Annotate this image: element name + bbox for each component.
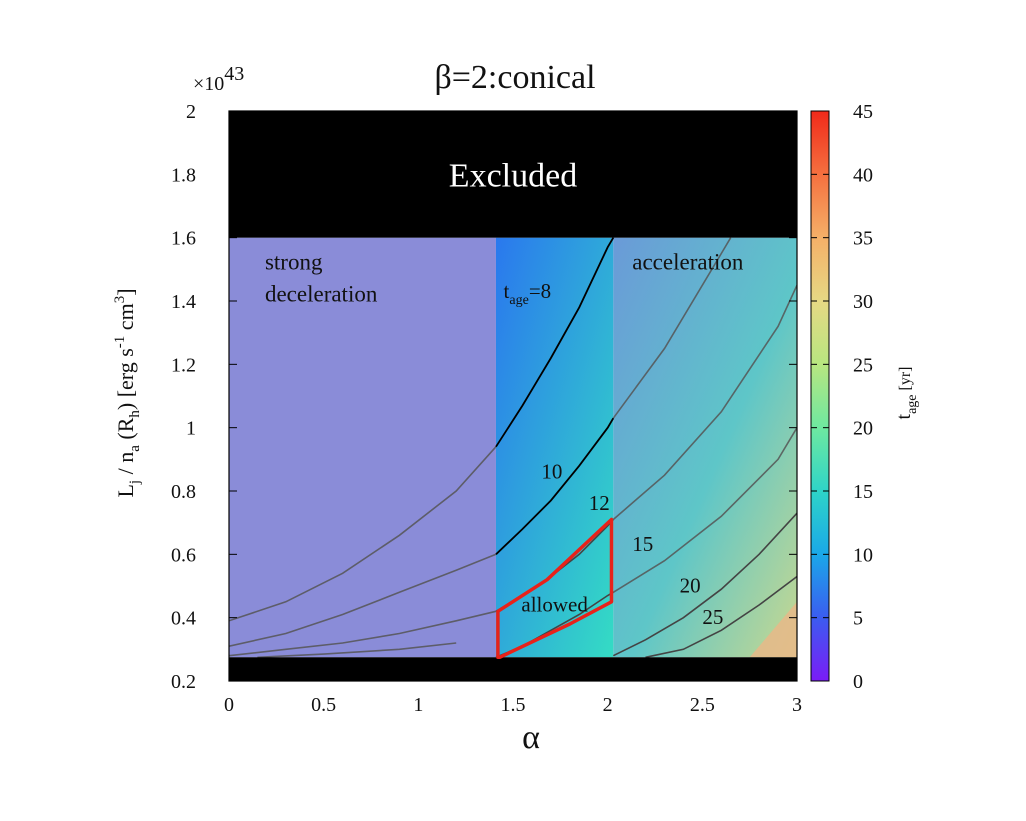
y-tick-label: 1.4: [171, 291, 196, 313]
contour-label-8: tage=8: [504, 279, 552, 308]
contour-label-20: 20: [680, 573, 701, 597]
colorbar-tick-label: 25: [853, 354, 873, 376]
region-warm-corner: [749, 601, 797, 658]
y-tick-label: 2: [186, 101, 196, 123]
colorbar-tick-label: 5: [853, 608, 863, 630]
contour-line-20: [612, 512, 797, 657]
contour-label-12: 12: [589, 491, 610, 515]
y-axis-label: Lj / na (Rh) [erg s-1 cm3]: [112, 288, 143, 497]
region-label-acceleration: acceleration: [632, 249, 744, 274]
background-contour-2: [229, 553, 497, 647]
contour-line-25: [645, 575, 797, 659]
region-1: [229, 237, 496, 658]
x-axis-label: α: [522, 719, 540, 756]
x-tick-label: 1.5: [501, 694, 526, 716]
contour-label-15: 15: [632, 532, 653, 556]
colorbar-tick-label: 30: [853, 291, 873, 313]
y-exponent-power: 43: [224, 63, 244, 85]
x-tick-label: 1: [413, 694, 423, 716]
allowed-label: allowed: [521, 592, 588, 616]
background-contour-1: [229, 446, 497, 622]
x-tick-label: 0.5: [311, 694, 336, 716]
y-tick-label: 1.6: [171, 228, 196, 250]
y-tick-label: 0.4: [171, 608, 196, 630]
excluded-region-1: [229, 111, 797, 238]
y-exponent-label: ×1043: [193, 63, 244, 95]
y-tick-label: 1.8: [171, 164, 196, 186]
contour-label-10: 10: [541, 459, 562, 483]
contour-line-8: [495, 237, 615, 448]
y-tick-label: 0.2: [171, 671, 196, 693]
plot-area: Excluded 0 0.5 1 1.5 2 2.5 3 0.2 0.4 0.6 0.8 1 1.2 1…: [171, 101, 802, 716]
contour-line-10: [495, 417, 615, 555]
y-exponent-base: ×10: [193, 73, 224, 95]
background-contour-6: [612, 237, 732, 419]
colorbar-label: tage [yr]: [893, 367, 920, 420]
x-tick-label: 0: [224, 694, 234, 716]
background-contour-3: [229, 610, 497, 657]
background-contour-7: [612, 284, 797, 521]
colorbar-tick-label: 20: [853, 418, 873, 440]
colorbar-gradient: [810, 110, 830, 682]
y-tick-label: 1: [186, 418, 196, 440]
y-tick-label: 1.2: [171, 354, 196, 376]
excluded-label: Excluded: [449, 157, 577, 194]
y-tick-label: 0.8: [171, 481, 196, 503]
x-tick-label: 3: [792, 694, 802, 716]
excluded-region-2: [229, 657, 797, 681]
background-contour-4: [257, 642, 457, 659]
region-3: [613, 237, 797, 658]
contour-label-25: 25: [702, 605, 723, 629]
colorbar-tick-label: 35: [853, 228, 873, 250]
colorbar-tick-label: 0: [853, 671, 863, 693]
region-label-strong-deceleration: strong deceleration: [265, 249, 378, 306]
allowed-region-outline: [496, 517, 614, 660]
x-tick-label: 2: [603, 694, 613, 716]
colorbar: 0 5 10 15 20 25 30 35 40 45 tage [yr]: [810, 101, 920, 693]
background-contour-8: [612, 427, 797, 593]
chart-title: β=2:conical: [434, 59, 595, 96]
colorbar-tick-label: 40: [853, 164, 873, 186]
y-tick-label: 0.6: [171, 544, 196, 566]
colorbar-tick-label: 10: [853, 544, 873, 566]
colorbar-tick-label: 15: [853, 481, 873, 503]
colorbar-tick-label: 45: [853, 101, 873, 123]
svg-text:×1043: ×1043: [193, 63, 244, 95]
x-tick-label: 2.5: [690, 694, 715, 716]
